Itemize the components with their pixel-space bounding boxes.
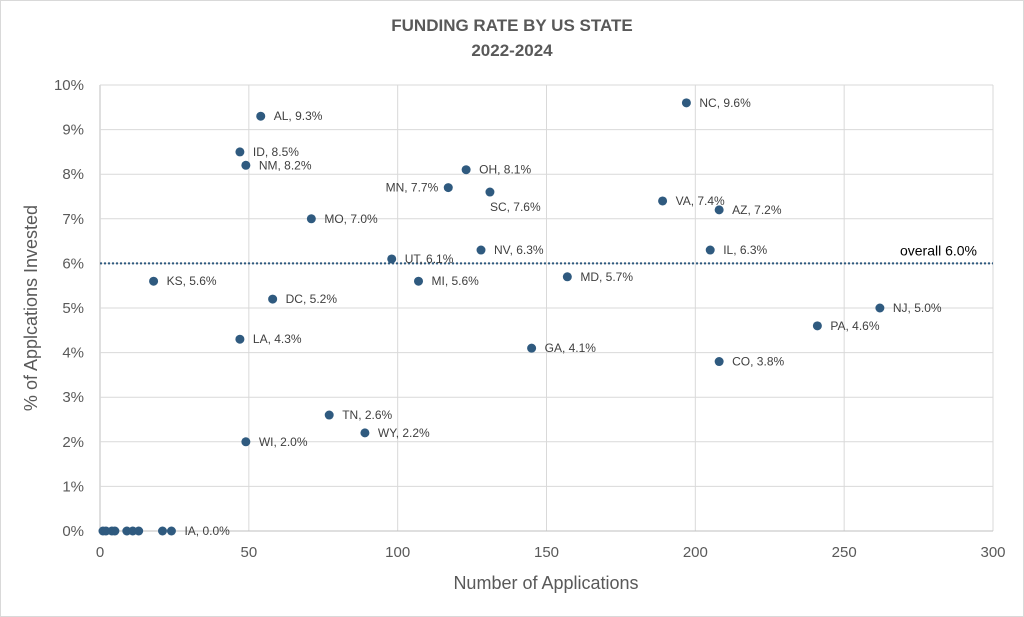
data-label: MD, 5.7%: [580, 270, 633, 284]
y-tick-label: 2%: [62, 434, 84, 451]
data-point: [306, 214, 316, 224]
data-label: CO, 3.8%: [732, 355, 784, 369]
data-label: GA, 4.1%: [545, 341, 597, 355]
x-tick-label: 0: [96, 544, 104, 561]
data-point: [812, 321, 822, 331]
data-label: UT, 6.1%: [405, 252, 454, 266]
data-label: AZ, 7.2%: [732, 203, 782, 217]
y-tick-label: 4%: [62, 345, 84, 362]
data-point: [256, 111, 266, 121]
data-point: [875, 303, 885, 313]
data-label: NV, 6.3%: [494, 243, 544, 257]
data-point: [241, 160, 251, 170]
data-point: [110, 526, 120, 536]
x-tick-label: 100: [385, 544, 410, 561]
x-tick-label: 150: [534, 544, 559, 561]
y-tick-label: 6%: [62, 255, 84, 272]
data-label: DC, 5.2%: [286, 292, 338, 306]
data-label: MN, 7.7%: [386, 181, 439, 195]
data-point: [461, 165, 471, 175]
x-tick-label: 300: [980, 544, 1005, 561]
data-point: [414, 276, 424, 286]
data-point: [387, 254, 397, 264]
data-point: [714, 357, 724, 367]
y-tick-label: 1%: [62, 478, 84, 495]
data-point: [705, 245, 715, 255]
data-point: [158, 526, 168, 536]
data-point: [360, 428, 370, 438]
data-label: MO, 7.0%: [324, 212, 378, 226]
data-point: [149, 276, 159, 286]
data-point: [658, 196, 668, 206]
data-label: AL, 9.3%: [274, 109, 323, 123]
y-tick-label: 9%: [62, 122, 84, 139]
data-point: [134, 526, 144, 536]
data-point: [476, 245, 486, 255]
data-point: [235, 147, 245, 157]
data-label: NC, 9.6%: [699, 96, 751, 110]
data-label: TN, 2.6%: [342, 408, 392, 422]
data-point: [324, 410, 334, 420]
data-label: IA, 0.0%: [184, 524, 230, 538]
data-label: WI, 2.0%: [259, 435, 308, 449]
data-point: [235, 334, 245, 344]
y-tick-label: 10%: [54, 77, 84, 94]
data-label: MI, 5.6%: [432, 274, 480, 288]
y-tick-label: 5%: [62, 300, 84, 317]
data-label: LA, 4.3%: [253, 332, 302, 346]
chart-title: FUNDING RATE BY US STATE: [391, 16, 632, 35]
data-point: [562, 272, 572, 282]
x-axis-title: Number of Applications: [453, 573, 638, 593]
data-label: SC, 7.6%: [490, 200, 541, 214]
chart-subtitle: 2022-2024: [471, 41, 553, 60]
y-axis-title: % of Applcations Invested: [21, 205, 41, 411]
x-tick-label: 50: [240, 544, 257, 561]
data-label: PA, 4.6%: [830, 319, 879, 333]
data-point: [166, 526, 176, 536]
data-label: WY, 2.2%: [378, 426, 430, 440]
data-label: KS, 5.6%: [167, 274, 217, 288]
data-label: ID, 8.5%: [253, 145, 299, 159]
data-point: [485, 187, 495, 197]
y-tick-label: 3%: [62, 389, 84, 406]
x-tick-label: 200: [683, 544, 708, 561]
data-point: [443, 183, 453, 193]
data-point: [714, 205, 724, 215]
data-label: VA, 7.4%: [676, 194, 725, 208]
y-tick-label: 8%: [62, 166, 84, 183]
data-label: NJ, 5.0%: [893, 301, 942, 315]
data-point: [527, 343, 537, 353]
data-label: OH, 8.1%: [479, 163, 531, 177]
data-point: [681, 98, 691, 108]
y-tick-label: 0%: [62, 523, 84, 540]
x-tick-label: 250: [832, 544, 857, 561]
data-point: [268, 294, 278, 304]
data-label: IL, 6.3%: [723, 243, 767, 257]
data-label: NM, 8.2%: [259, 158, 312, 172]
reference-line-label: overall 6.0%: [900, 242, 977, 258]
y-tick-label: 7%: [62, 211, 84, 228]
data-point: [241, 437, 251, 447]
